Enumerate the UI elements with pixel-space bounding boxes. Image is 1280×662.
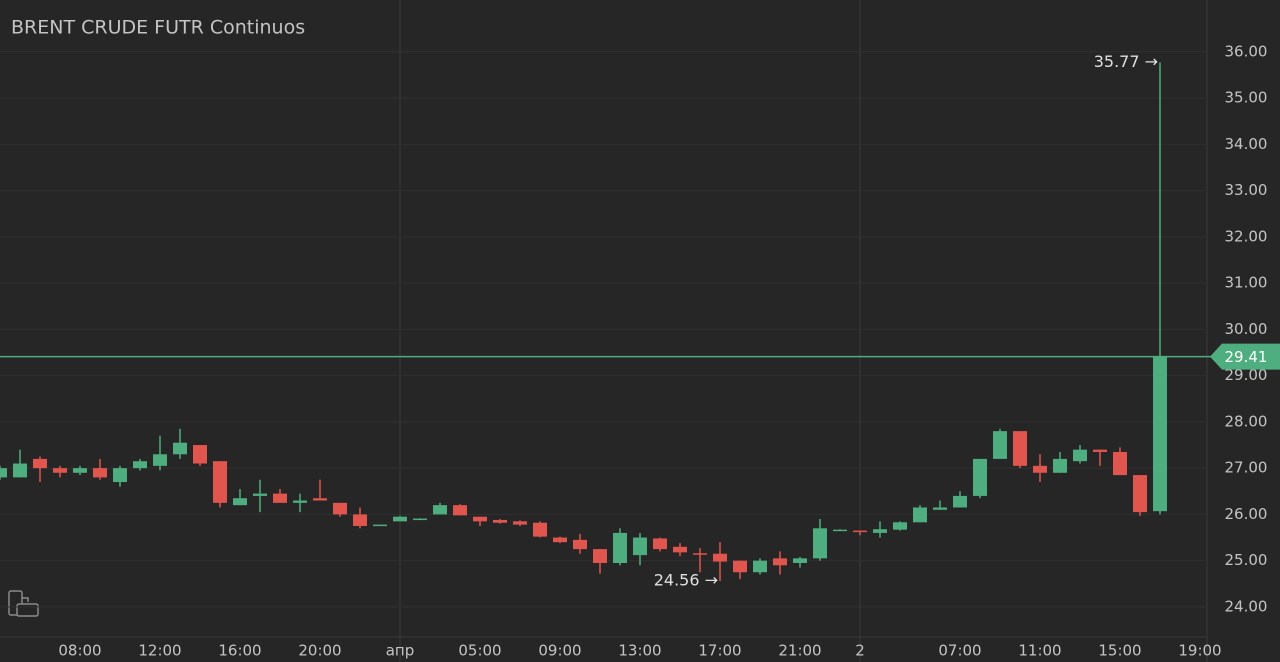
candle-body [853,530,867,533]
candle-body [573,539,587,550]
candle-body [693,553,707,555]
candle-body [713,553,727,562]
candle-body [1053,458,1067,473]
candle-body [833,529,847,532]
candle-body [1033,465,1047,473]
candle-body [253,493,267,496]
candle-body [1153,356,1167,512]
candle-body [993,431,1007,459]
candle-body [193,445,207,464]
candle-body [0,468,7,478]
candle-body [233,498,247,506]
candle-body [653,538,667,550]
y-tick-label: 24.00 [1225,597,1268,615]
x-tick-label: 20:00 [298,642,341,660]
x-tick-label: 13:00 [618,642,661,660]
y-tick-label: 32.00 [1225,227,1268,245]
candle-body [773,558,787,566]
candle-body [113,468,127,483]
x-tick-label: 12:00 [138,642,181,660]
candle-body [453,505,467,516]
candle-body [813,528,827,559]
candle-body [673,546,687,553]
high-marker: 35.77 → [1094,52,1158,71]
candle-body [553,537,567,543]
candle-body [1093,449,1107,452]
x-tick-label: 2 [855,642,865,660]
y-tick-label: 31.00 [1225,274,1268,292]
candle-body [613,532,627,563]
candle-body [93,468,107,478]
y-tick-label: 25.00 [1225,551,1268,569]
y-tick-label: 27.00 [1225,459,1268,477]
candle-body [353,514,367,526]
x-tick-label: 09:00 [538,642,581,660]
candle-body [913,507,927,523]
y-tick-label: 34.00 [1225,135,1268,153]
candle-body [753,560,767,573]
candle-body [1013,431,1027,466]
candle-body [73,468,87,473]
last-price-badge [1210,343,1280,370]
x-tick-label: 05:00 [458,642,501,660]
x-tick-label: 11:00 [1018,642,1061,660]
candle-body [1073,449,1087,462]
x-tick-label: 16:00 [218,642,261,660]
candle-body [53,468,67,473]
candle-body [473,516,487,522]
chart-title: BRENT CRUDE FUTR Continuos [11,17,305,39]
x-tick-label: 19:00 [1178,642,1221,660]
last-price-label: 29.41 [1225,348,1268,366]
candle-body [393,516,407,522]
y-tick-label: 30.00 [1225,320,1268,338]
candle-body [413,518,427,521]
candle-body [173,442,187,455]
candle-body [293,500,307,503]
x-tick-label: 21:00 [778,642,821,660]
candle-body [493,519,507,523]
x-tick-label: 17:00 [698,642,741,660]
y-tick-label: 26.00 [1225,505,1268,523]
candle-body [373,524,387,527]
candle-body [313,498,327,501]
candle-body [533,522,547,537]
candle-body [973,458,987,496]
candle-body [1113,451,1127,476]
candle-body [333,502,347,515]
candle-body [433,505,447,515]
x-tick-label: 08:00 [58,642,101,660]
candle-body [593,549,607,563]
candle-body [13,463,27,478]
candle-body [1133,475,1147,513]
candle-body [33,458,47,469]
candle-body [873,529,887,533]
y-tick-label: 28.00 [1225,412,1268,430]
candle-body [213,461,227,503]
x-tick-label: 07:00 [938,642,981,660]
candle-body [733,560,747,573]
candle-body [893,522,907,530]
y-tick-label: 33.00 [1225,181,1268,199]
candle-body [793,558,807,563]
y-tick-label: 35.00 [1225,89,1268,107]
y-tick-label: 29.00 [1225,366,1268,384]
candle-body [153,454,167,466]
candle-body [133,461,147,469]
candle-body [633,537,647,556]
x-tick-label: 15:00 [1098,642,1141,660]
candle-body [513,521,527,525]
candle-body [273,493,287,503]
candle-body [953,495,967,508]
y-tick-label: 36.00 [1225,42,1268,60]
candle-body [933,507,947,510]
x-tick-label: апр [386,642,415,660]
low-marker: 24.56 → [654,571,718,590]
